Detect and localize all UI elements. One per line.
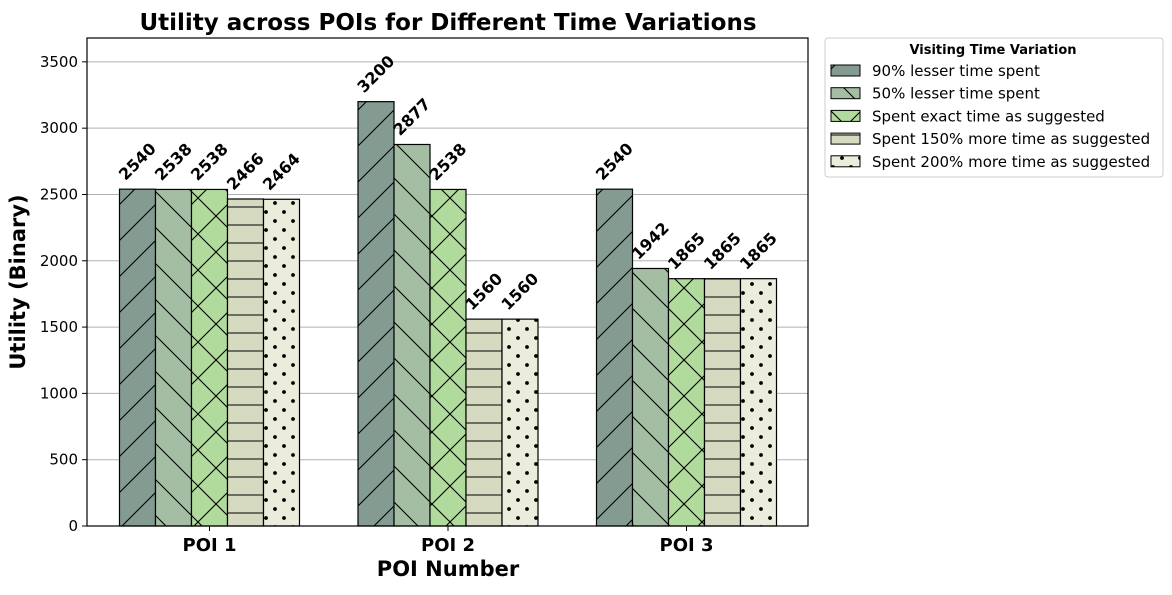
- legend: Visiting Time Variation 90% lesser time …: [824, 37, 1164, 178]
- x-tick-label: POI 2: [421, 535, 475, 556]
- legend-entry: Spent 150% more time as suggested: [872, 130, 1150, 148]
- y-tick-label: 3500: [40, 53, 78, 71]
- bar-poi2-series-1: [357, 101, 395, 527]
- legend-swatch: [830, 87, 861, 100]
- bar-poi3-series-4: [703, 278, 742, 527]
- legend-title: Visiting Time Variation: [909, 43, 1076, 58]
- y-tick-label: 2500: [40, 185, 78, 203]
- bars: [118, 101, 778, 527]
- bar-value-label: 1865: [664, 229, 709, 274]
- bar-poi2-series-3: [429, 188, 467, 527]
- x-axis-label: POI Number: [377, 557, 520, 581]
- x-tick-label: POI 3: [660, 535, 714, 556]
- legend-swatch: [830, 155, 861, 168]
- legend-entry: Spent exact time as suggested: [872, 107, 1105, 125]
- bar-value-label: 3200: [353, 52, 398, 97]
- bar-value-label: 1865: [736, 229, 781, 274]
- bar-poi2-series-2: [393, 143, 431, 527]
- legend-entry: 50% lesser time spent: [872, 85, 1040, 103]
- y-tick-label: 3000: [40, 119, 78, 137]
- legend-swatch: [830, 109, 861, 122]
- bar-value-label: 1560: [461, 269, 506, 314]
- bar-poi1-series-2: [154, 188, 193, 527]
- bar-poi3-series-3: [667, 278, 706, 527]
- bar-poi1-series-3: [190, 188, 229, 527]
- y-axis-label: Utility (Binary): [6, 194, 30, 369]
- bar-poi2-series-5: [501, 318, 539, 527]
- bar-value-label: 2466: [223, 149, 268, 194]
- bar-poi3-series-5: [739, 278, 778, 527]
- bar-poi1-series-1: [118, 188, 157, 527]
- legend-entry: 90% lesser time spent: [872, 62, 1040, 80]
- y-tick-label: 500: [49, 451, 78, 469]
- bar-poi3-series-2: [631, 267, 670, 527]
- legend-entry: Spent 200% more time as suggested: [872, 153, 1150, 171]
- bar-value-label: 2538: [151, 139, 196, 184]
- bar-value-label: 2877: [389, 94, 434, 139]
- bar-value-label: 2464: [259, 149, 304, 194]
- bar-poi1-series-5: [262, 198, 301, 527]
- chart-title: Utility across POIs for Different Time V…: [139, 10, 756, 36]
- bar-value-label: 2540: [115, 139, 160, 184]
- legend-swatch: [830, 132, 861, 145]
- y-tick-label: 0: [68, 517, 78, 535]
- y-tick-label: 2000: [40, 252, 78, 270]
- bar-value-label: 2540: [592, 139, 637, 184]
- bar-poi3-series-1: [595, 188, 634, 527]
- bar-poi2-series-4: [465, 318, 503, 527]
- legend-frame: [824, 37, 1164, 178]
- bar-value-label: 2538: [425, 139, 470, 184]
- bar-value-label: 1560: [497, 269, 542, 314]
- y-tick-label: 1500: [40, 318, 78, 336]
- bar-value-label: 1865: [700, 229, 745, 274]
- y-tick-label: 1000: [40, 384, 78, 402]
- legend-swatch: [830, 64, 861, 77]
- x-tick-label: POI 1: [183, 535, 237, 556]
- y-axis-ticks: 0 500 1000 1500 2000 2500 3000 3500: [40, 53, 87, 535]
- x-axis-ticks: POI 1 POI 2 POI 3: [183, 526, 714, 556]
- bar-poi1-series-4: [226, 198, 265, 527]
